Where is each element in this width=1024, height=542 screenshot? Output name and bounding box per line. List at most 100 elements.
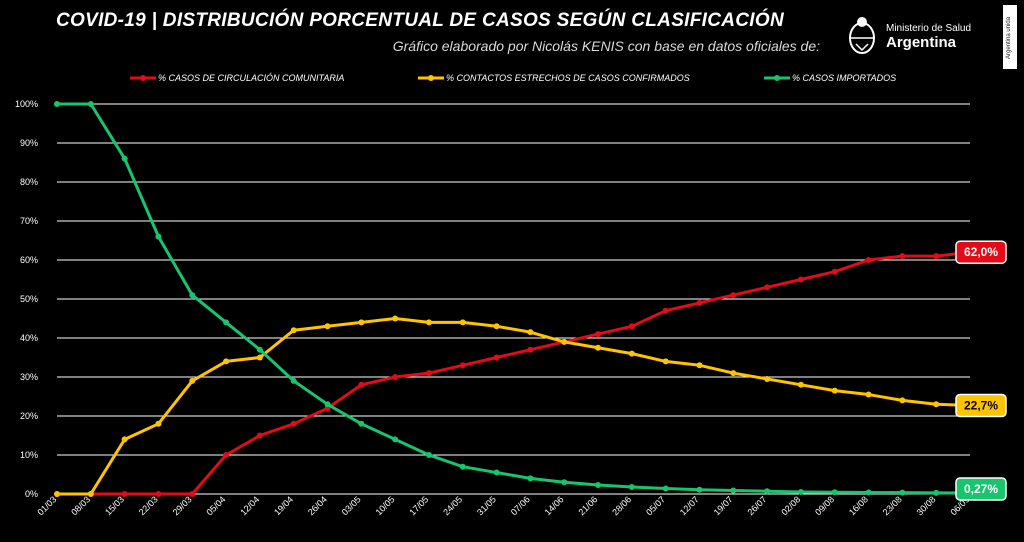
y-tick-label: 20% — [20, 411, 38, 421]
data-point — [392, 436, 399, 443]
end-value-badge — [955, 477, 1007, 501]
data-point — [223, 319, 230, 326]
data-point — [865, 257, 872, 263]
data-point — [290, 420, 297, 427]
series-line — [57, 250, 971, 496]
y-tick-label: 90% — [20, 138, 38, 148]
data-point — [764, 488, 771, 495]
data-point — [290, 327, 297, 334]
data-point — [459, 319, 466, 326]
x-tick-label: 05/04 — [204, 494, 227, 517]
series-line — [57, 102, 971, 495]
data-point — [459, 362, 466, 369]
data-point — [324, 401, 331, 408]
data-point — [155, 491, 162, 497]
data-point — [121, 436, 128, 443]
data-point — [662, 358, 669, 365]
data-point — [121, 491, 128, 497]
data-point — [933, 401, 940, 408]
data-point — [595, 331, 602, 338]
data-point — [595, 482, 602, 489]
legend-marker — [774, 75, 780, 81]
series-line — [57, 317, 971, 496]
data-point — [628, 350, 635, 357]
x-tick-label: 23/08 — [881, 494, 904, 517]
data-point — [899, 397, 906, 404]
x-tick-label: 03/05 — [340, 494, 363, 517]
chart-title: COVID-19 | DISTRIBUCIÓN PORCENTUAL DE CA… — [56, 10, 784, 31]
data-point — [223, 452, 230, 458]
data-point — [155, 233, 162, 240]
data-point — [121, 155, 128, 162]
data-point — [561, 338, 568, 345]
x-tick-label: 28/06 — [610, 494, 633, 517]
y-tick-label: 100% — [15, 99, 38, 109]
x-tick-label: 12/04 — [238, 494, 261, 517]
data-point — [425, 452, 432, 458]
data-point — [764, 375, 771, 382]
x-tick-label: 12/07 — [678, 494, 701, 517]
data-point — [392, 374, 399, 380]
data-point — [628, 483, 635, 490]
data-point — [764, 284, 771, 291]
legend-label: % CASOS DE CIRCULACIÓN COMUNITARIA — [158, 73, 344, 83]
data-point — [561, 479, 568, 486]
end-value-badge — [955, 393, 1007, 418]
data-point — [493, 354, 500, 361]
y-tick-label: 10% — [20, 450, 38, 460]
data-point — [730, 487, 737, 494]
x-tick-label: 05/07 — [644, 494, 667, 517]
data-point — [628, 323, 635, 330]
data-point — [933, 489, 940, 496]
data-point — [223, 358, 230, 365]
data-point — [256, 432, 263, 439]
data-point — [493, 469, 500, 476]
y-tick-label: 50% — [20, 294, 38, 304]
data-point — [797, 276, 804, 283]
data-point — [189, 292, 196, 299]
x-tick-label: 26/07 — [746, 494, 769, 517]
data-point — [425, 370, 432, 377]
x-tick-label: 15/03 — [103, 494, 126, 517]
y-tick-label: 70% — [20, 216, 38, 226]
x-tick-label: 30/08 — [915, 494, 938, 517]
data-point — [662, 485, 669, 492]
data-point — [831, 268, 838, 275]
y-tick-label: 60% — [20, 255, 38, 265]
data-point — [831, 387, 838, 394]
data-point — [933, 253, 940, 260]
x-tick-label: 07/06 — [509, 494, 532, 517]
x-tick-label: 31/05 — [475, 494, 498, 517]
chart-subtitle: Gráfico elaborado por Nicolás KENIS con … — [392, 38, 820, 54]
x-tick-label: 24/05 — [441, 494, 464, 517]
x-tick-label: 09/08 — [813, 494, 836, 517]
legend-marker — [140, 75, 146, 81]
data-point — [730, 292, 737, 299]
end-value-badge — [955, 240, 1007, 264]
data-point — [493, 323, 500, 330]
x-tick-label: 14/06 — [543, 494, 566, 517]
data-point — [730, 370, 737, 377]
legend-marker — [428, 75, 434, 81]
data-point — [662, 307, 669, 314]
data-point — [696, 299, 703, 306]
data-point — [899, 489, 906, 496]
data-point — [256, 354, 263, 361]
data-point — [595, 344, 602, 351]
x-tick-label: 17/05 — [407, 494, 430, 517]
data-point — [797, 381, 804, 388]
ministerio-logo: Ministerio de Salud Argentina — [842, 12, 992, 62]
data-point — [392, 315, 399, 322]
data-point — [899, 253, 906, 260]
coat-of-arms-icon — [849, 17, 875, 54]
x-tick-label: 29/03 — [171, 494, 194, 517]
y-tick-label: 80% — [20, 177, 38, 187]
data-point — [324, 323, 331, 330]
end-value-label: 62,0% — [964, 245, 998, 259]
data-point — [527, 346, 534, 353]
x-tick-label: 19/07 — [712, 494, 735, 517]
logo-line2: Argentina — [886, 34, 957, 51]
data-point — [358, 381, 365, 388]
data-point — [358, 319, 365, 326]
